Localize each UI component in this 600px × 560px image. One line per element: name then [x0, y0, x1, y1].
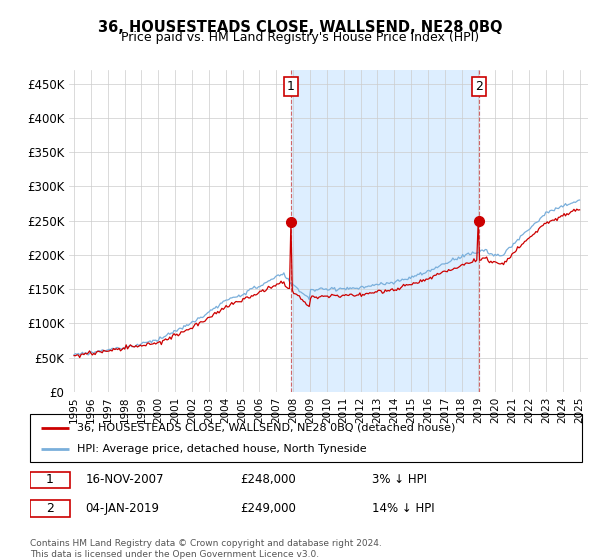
FancyBboxPatch shape [30, 501, 70, 516]
Text: 36, HOUSESTEADS CLOSE, WALLSEND, NE28 0BQ (detached house): 36, HOUSESTEADS CLOSE, WALLSEND, NE28 0B… [77, 423, 455, 433]
Text: Price paid vs. HM Land Registry's House Price Index (HPI): Price paid vs. HM Land Registry's House … [121, 31, 479, 44]
FancyBboxPatch shape [30, 472, 70, 488]
Text: 1: 1 [46, 473, 54, 486]
Text: £249,000: £249,000 [240, 502, 296, 515]
Text: 14% ↓ HPI: 14% ↓ HPI [372, 502, 435, 515]
Text: 2: 2 [475, 80, 483, 92]
Text: 1: 1 [287, 80, 295, 92]
Text: 3% ↓ HPI: 3% ↓ HPI [372, 473, 427, 486]
Text: Contains HM Land Registry data © Crown copyright and database right 2024.: Contains HM Land Registry data © Crown c… [30, 539, 382, 548]
Text: 04-JAN-2019: 04-JAN-2019 [85, 502, 159, 515]
Text: 16-NOV-2007: 16-NOV-2007 [85, 473, 164, 486]
Text: 36, HOUSESTEADS CLOSE, WALLSEND, NE28 0BQ: 36, HOUSESTEADS CLOSE, WALLSEND, NE28 0B… [98, 20, 502, 35]
Text: £248,000: £248,000 [240, 473, 296, 486]
Text: 2: 2 [46, 502, 54, 515]
Text: This data is licensed under the Open Government Licence v3.0.: This data is licensed under the Open Gov… [30, 550, 319, 559]
Text: HPI: Average price, detached house, North Tyneside: HPI: Average price, detached house, Nort… [77, 444, 367, 454]
Bar [291, 70, 479, 392]
